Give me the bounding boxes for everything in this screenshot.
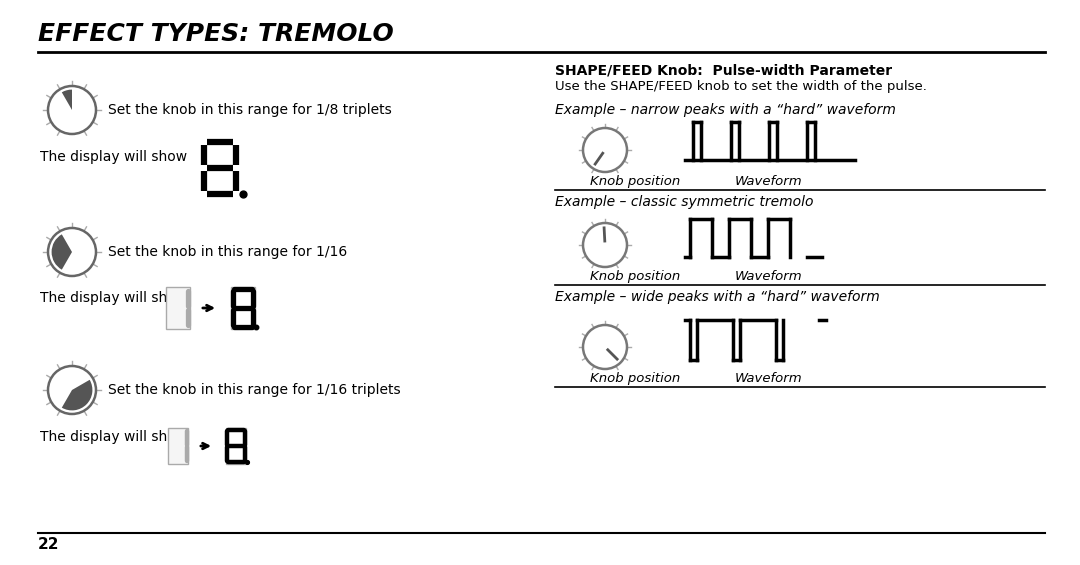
Text: Example – classic symmetric tremolo: Example – classic symmetric tremolo <box>555 195 813 209</box>
Wedge shape <box>62 380 93 410</box>
Circle shape <box>48 366 96 414</box>
Text: 22: 22 <box>38 537 59 552</box>
Text: Set the knob in this range for 1/8 triplets: Set the knob in this range for 1/8 tripl… <box>108 103 392 117</box>
Bar <box>165 287 190 329</box>
Text: Example – wide peaks with a “hard” waveform: Example – wide peaks with a “hard” wavef… <box>555 290 880 304</box>
Text: Knob position: Knob position <box>590 372 680 385</box>
Wedge shape <box>52 234 72 270</box>
Text: Knob position: Knob position <box>590 270 680 283</box>
Circle shape <box>583 325 627 369</box>
Text: The display will show: The display will show <box>40 430 187 444</box>
Text: Waveform: Waveform <box>735 175 802 188</box>
Text: Set the knob in this range for 1/16 triplets: Set the knob in this range for 1/16 trip… <box>108 383 401 397</box>
Text: EFFECT TYPES: TREMOLO: EFFECT TYPES: TREMOLO <box>38 22 394 46</box>
Bar <box>226 428 246 464</box>
Text: Use the SHAPE/FEED knob to set the width of the pulse.: Use the SHAPE/FEED knob to set the width… <box>555 80 927 93</box>
Bar <box>231 287 255 329</box>
Text: Example – narrow peaks with a “hard” waveform: Example – narrow peaks with a “hard” wav… <box>555 103 896 117</box>
Circle shape <box>583 128 627 172</box>
Circle shape <box>583 223 627 267</box>
Text: SHAPE/FEED Knob:  Pulse-width Parameter: SHAPE/FEED Knob: Pulse-width Parameter <box>555 63 892 77</box>
Wedge shape <box>62 90 72 110</box>
Circle shape <box>48 86 96 134</box>
Text: Waveform: Waveform <box>735 270 802 283</box>
Text: Knob position: Knob position <box>590 175 680 188</box>
Circle shape <box>48 228 96 276</box>
Text: Set the knob in this range for 1/16: Set the knob in this range for 1/16 <box>108 245 348 259</box>
Text: Waveform: Waveform <box>735 372 802 385</box>
Text: The display will show: The display will show <box>40 150 187 164</box>
Bar <box>167 428 188 464</box>
Text: The display will show: The display will show <box>40 291 187 305</box>
